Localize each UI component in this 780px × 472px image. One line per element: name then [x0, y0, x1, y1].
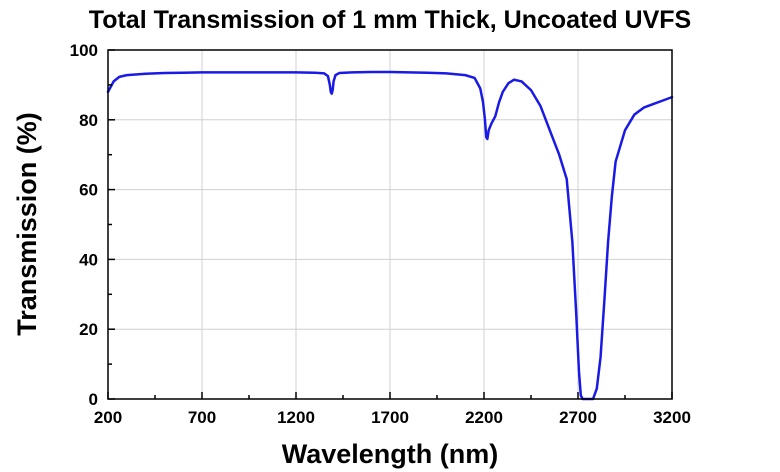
y-tick-label: 80: [79, 111, 98, 130]
y-axis-label: Transmission (%): [12, 112, 42, 336]
transmission-curve: [106, 70, 674, 401]
grid-lines: [108, 50, 672, 399]
y-tick-label: 0: [89, 390, 98, 409]
y-tick-label: 60: [79, 181, 98, 200]
axis-ticks: [107, 49, 673, 400]
y-tick-label: 20: [79, 320, 98, 339]
x-axis-label: Wavelength (nm): [282, 439, 499, 469]
curve-layer: [106, 70, 674, 401]
chart-title: Total Transmission of 1 mm Thick, Uncoat…: [89, 6, 691, 34]
x-tick-label: 3200: [653, 408, 691, 427]
y-tick-label: 100: [70, 41, 98, 60]
y-tick-label: 40: [79, 250, 98, 269]
x-tick-label: 2200: [465, 408, 503, 427]
x-tick-label: 2700: [559, 408, 597, 427]
x-tick-label: 700: [188, 408, 216, 427]
x-tick-label: 200: [94, 408, 122, 427]
x-tick-label: 1200: [277, 408, 315, 427]
x-tick-label: 1700: [371, 408, 409, 427]
tick-labels: 200 700 1200 1700 2200 2700 3200 0 20 40 60 80 100: [70, 41, 691, 427]
